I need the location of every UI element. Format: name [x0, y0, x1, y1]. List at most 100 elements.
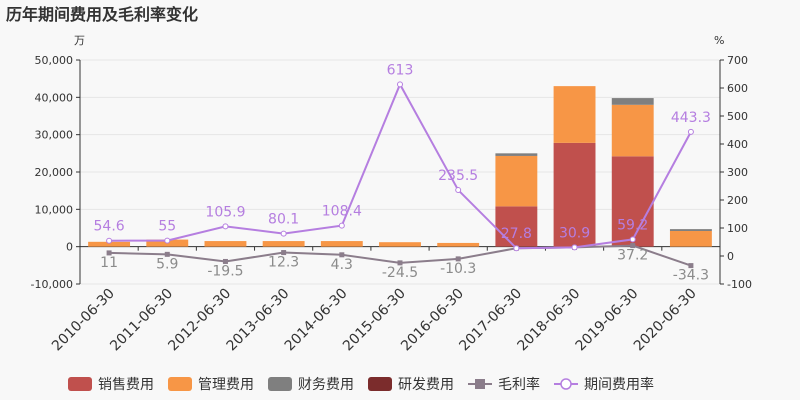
point-0-10[interactable] [688, 263, 694, 269]
point-1-2[interactable] [222, 223, 229, 230]
point-0-5[interactable] [397, 260, 403, 266]
data-label-1-8: 30.9 [559, 225, 590, 241]
bar-1-2[interactable] [204, 241, 247, 247]
bars [88, 86, 712, 247]
legend-label-0: 销售费用 [98, 377, 154, 393]
bar-1-4[interactable] [320, 241, 363, 247]
data-label-0-6: -10.3 [440, 261, 476, 277]
bar-1-7[interactable] [495, 155, 538, 207]
bar-1-10[interactable] [669, 230, 712, 247]
point-1-10[interactable] [687, 128, 694, 135]
bar-2-9[interactable] [611, 98, 654, 105]
line-1 [109, 82, 692, 250]
legend-item-3[interactable]: 研发费用 [368, 377, 454, 393]
y-tick-label-3: 20,000 [35, 166, 74, 179]
y-tick-label-5: 40,000 [35, 91, 74, 104]
bar-1-9[interactable] [611, 104, 654, 157]
data-labels: 11 5.9 -19.5 12.3 4.3 -24.5 -10.3 37.2 -34.3 54.6… [94, 62, 711, 283]
bar-1-6[interactable] [437, 242, 480, 247]
bar-0-8[interactable] [553, 142, 596, 247]
bar-2-10[interactable] [669, 229, 712, 231]
legend-marker-4 [475, 379, 485, 389]
data-label-0-9: 37.2 [617, 248, 648, 264]
point-1-1[interactable] [164, 237, 171, 244]
data-label-0-0: 11 [100, 255, 118, 271]
point-0-9[interactable] [630, 243, 636, 249]
point-0-0[interactable] [106, 250, 112, 256]
x-tick-label-10: 2020-06-30 [631, 286, 700, 355]
data-label-0-2: -19.5 [207, 263, 243, 279]
legend[interactable]: 销售费用 管理费用 财务费用 研发费用 毛利率 期间费用率 [68, 376, 654, 393]
legend-label-5: 期间费用率 [584, 376, 654, 393]
y2-tick-label-6: 500 [727, 110, 748, 123]
point-1-3[interactable] [280, 230, 287, 237]
legend-item-5[interactable]: 期间费用率 [554, 376, 654, 393]
legend-label-3: 研发费用 [398, 377, 454, 393]
y2-tick-label-4: 300 [727, 166, 748, 179]
point-0-2[interactable] [222, 258, 228, 264]
bar-1-5[interactable] [379, 242, 421, 247]
y2-tick-label-5: 400 [727, 138, 748, 151]
y2-tick-label-1: 0 [727, 250, 734, 263]
y-tick-label-6: 50,000 [35, 54, 74, 67]
point-0-4[interactable] [339, 252, 345, 258]
bar-1-8[interactable] [553, 86, 596, 143]
bar-0-7[interactable] [495, 206, 538, 247]
point-1-7[interactable] [513, 245, 520, 252]
legend-item-4[interactable]: 毛利率 [468, 376, 540, 393]
legend-swatch-2 [268, 377, 292, 391]
point-0-1[interactable] [164, 251, 170, 257]
point-0-3[interactable] [281, 250, 287, 256]
data-label-0-3: 12.3 [268, 255, 299, 271]
legend-swatch-1 [168, 377, 192, 391]
point-1-4[interactable] [338, 222, 345, 229]
legend-item-2[interactable]: 财务费用 [268, 377, 354, 393]
y-tick-label-4: 30,000 [35, 129, 74, 142]
legend-item-0[interactable]: 销售费用 [68, 377, 154, 393]
point-0-6[interactable] [455, 256, 461, 262]
bar-2-7[interactable] [495, 153, 538, 156]
bar-1-3[interactable] [262, 241, 305, 247]
legend-swatch-3 [368, 377, 392, 391]
data-label-0-1: 5.9 [156, 256, 178, 272]
data-label-1-9: 59.2 [617, 217, 648, 233]
data-label-1-5: 613 [387, 62, 414, 78]
point-1-5[interactable] [397, 81, 403, 88]
point-1-9[interactable] [629, 236, 636, 243]
legend-marker-5 [560, 378, 572, 390]
y2-tick-label-2: 100 [727, 222, 748, 235]
legend-label-2: 财务费用 [298, 377, 354, 393]
left-axis-unit: 万 [74, 34, 85, 47]
data-label-1-6: 235.5 [438, 168, 478, 184]
y2-tick-label-8: 700 [727, 54, 748, 67]
y-tick-label-1: 0 [66, 241, 73, 254]
data-label-0-4: 4.3 [331, 257, 353, 273]
data-label-1-4: 108.4 [322, 204, 362, 220]
y2-tick-label-0: -100 [727, 278, 752, 291]
point-1-0[interactable] [106, 237, 113, 244]
data-label-0-5: -24.5 [382, 265, 418, 281]
bar-1-0[interactable] [88, 241, 131, 247]
y-tick-label-0: -10,000 [31, 278, 73, 291]
legend-label-1: 管理费用 [198, 377, 254, 393]
data-label-1-2: 105.9 [205, 204, 245, 220]
y2-tick-label-7: 600 [727, 82, 748, 95]
point-1-8[interactable] [571, 244, 578, 251]
legend-swatch-0 [68, 377, 92, 391]
legend-label-4: 毛利率 [498, 376, 540, 393]
right-axis-unit: % [714, 34, 724, 47]
y-tick-label-2: 10,000 [35, 203, 74, 216]
data-label-1-0: 54.6 [94, 219, 125, 235]
bar-0-9[interactable] [611, 156, 654, 247]
point-1-6[interactable] [455, 187, 462, 194]
data-label-1-1: 55 [158, 219, 176, 235]
y2-tick-label-3: 200 [727, 194, 748, 207]
data-label-1-7: 27.8 [501, 226, 532, 242]
data-label-1-3: 80.1 [268, 212, 299, 228]
data-label-1-10: 443.3 [671, 110, 711, 126]
chart-title: 历年期间费用及毛利率变化 [6, 5, 198, 24]
legend-item-1[interactable]: 管理费用 [168, 377, 254, 393]
lines [106, 81, 694, 269]
data-label-0-10: -34.3 [673, 268, 709, 284]
